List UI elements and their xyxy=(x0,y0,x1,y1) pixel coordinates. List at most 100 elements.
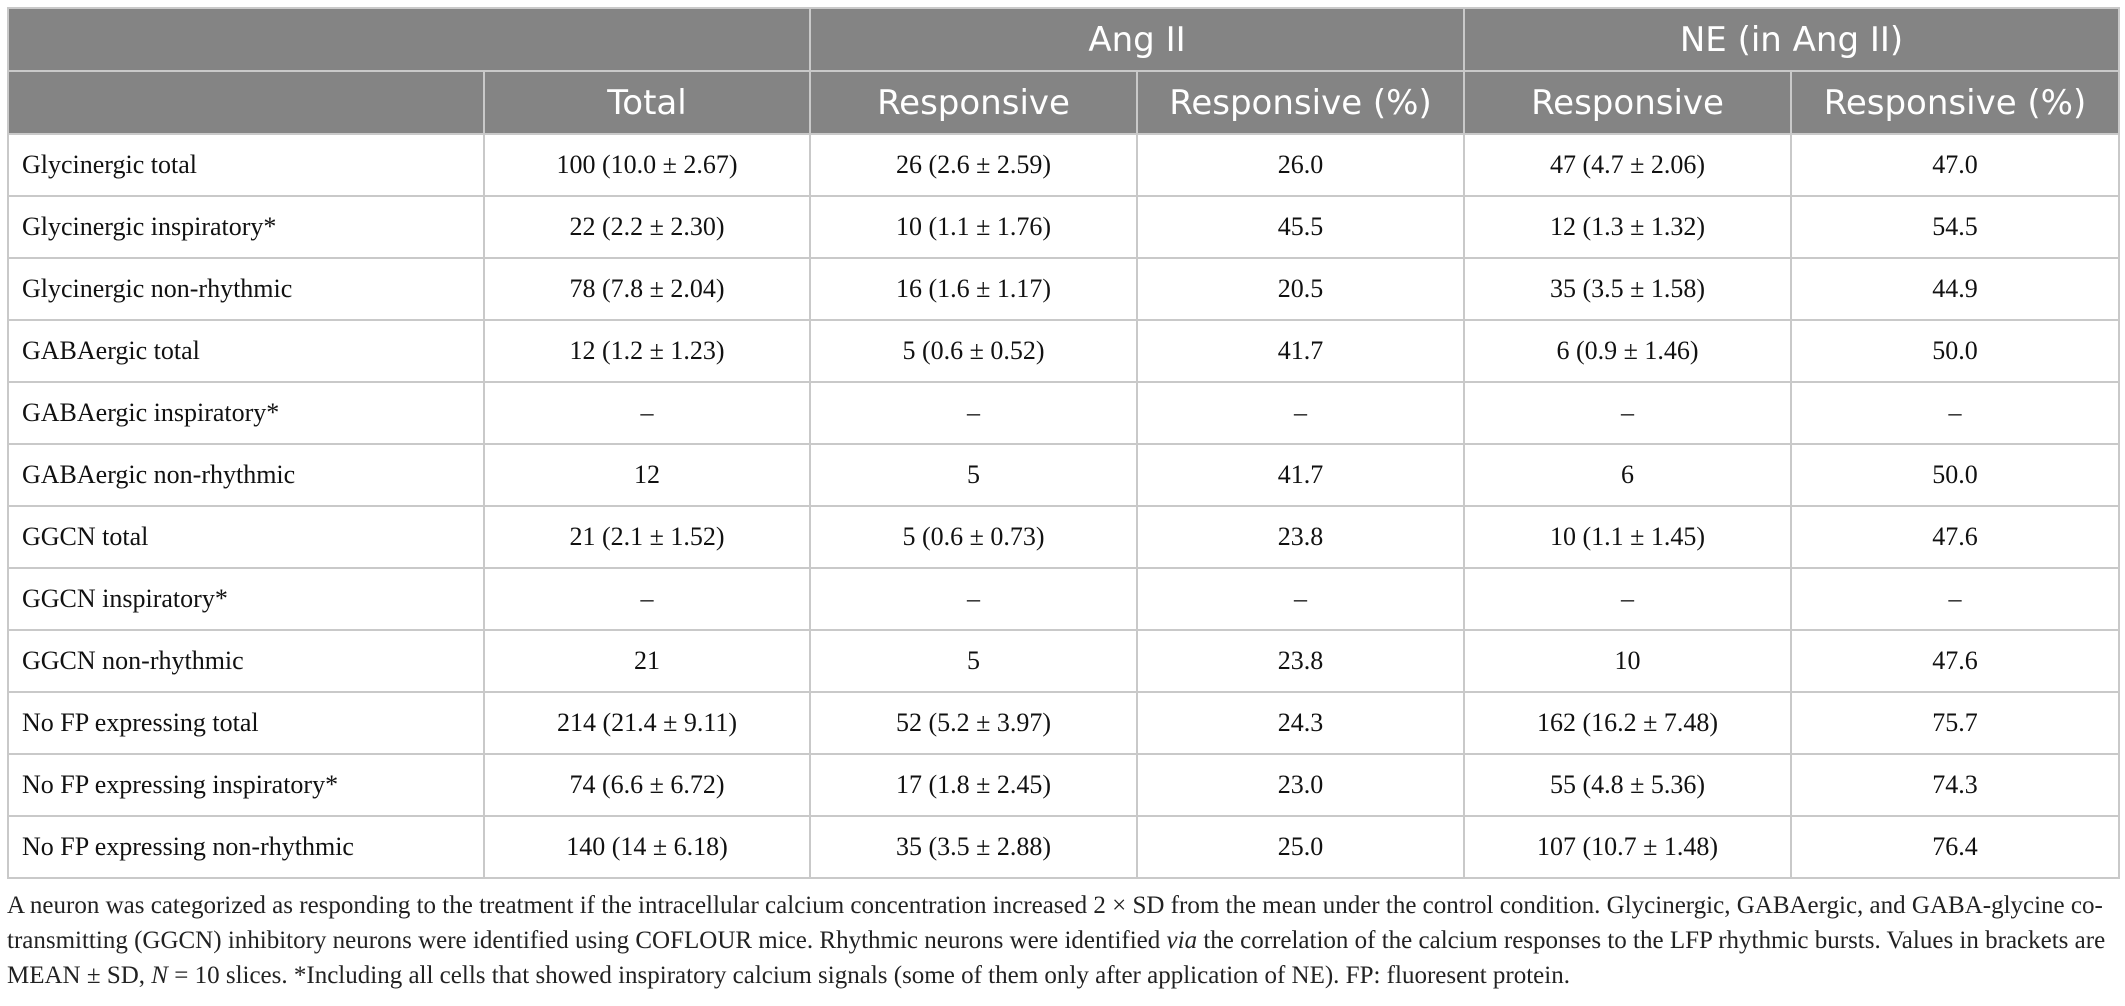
table-cell: 22 (2.2 ± 2.30) xyxy=(483,195,811,259)
table-cell: 24.3 xyxy=(1135,691,1466,755)
table-cell: 54.5 xyxy=(1790,195,2121,259)
group-header-row: Ang II NE (in Ang II) xyxy=(7,7,2121,72)
table-cell: 5 xyxy=(809,629,1138,693)
footnote-text: = 10 slices. *Including all cells that s… xyxy=(167,962,1570,989)
table-cell: – xyxy=(1463,381,1793,445)
group-header-ne: NE (in Ang II) xyxy=(1463,7,2121,72)
row-label: Glycinergic total xyxy=(7,133,485,197)
table-cell: 140 (14 ± 6.18) xyxy=(483,815,811,879)
table-cell: 10 (1.1 ± 1.76) xyxy=(809,195,1138,259)
row-label: No FP expressing non-rhythmic xyxy=(7,815,485,879)
table-cell: 74.3 xyxy=(1790,753,2121,817)
table-cell: 52 (5.2 ± 3.97) xyxy=(809,691,1138,755)
table-row: GABAergic total 12 (1.2 ± 1.23) 5 (0.6 ± 0… xyxy=(7,319,2121,383)
table-cell: 107 (10.7 ± 1.48) xyxy=(1463,815,1793,879)
table-cell: 16 (1.6 ± 1.17) xyxy=(809,257,1138,321)
column-header xyxy=(7,70,485,135)
table-footnote: A neuron was categorized as responding t… xyxy=(7,888,2118,993)
table-cell: 6 (0.9 ± 1.46) xyxy=(1463,319,1793,383)
table-row: No FP expressing non-rhythmic 140 (14 ± 6… xyxy=(7,815,2121,879)
footnote-text: the correlation of the calcium responses… xyxy=(7,927,2106,989)
table-cell: 10 xyxy=(1463,629,1793,693)
table-cell: 26.0 xyxy=(1135,133,1466,197)
table-cell: 21 (2.1 ± 1.52) xyxy=(483,505,811,569)
table-cell: 50.0 xyxy=(1790,443,2121,507)
table-row: Glycinergic non-rhythmic 78 (7.8 ± 2.04) 1… xyxy=(7,257,2121,321)
table-row: Glycinergic inspiratory* 22 (2.2 ± 2.30) 1… xyxy=(7,195,2121,259)
table-row: GGCN inspiratory* – – – – – xyxy=(7,567,2121,631)
table-cell: – xyxy=(1463,567,1793,631)
group-header-empty xyxy=(7,7,811,72)
table-cell: 74 (6.6 ± 6.72) xyxy=(483,753,811,817)
table-cell: 45.5 xyxy=(1135,195,1466,259)
row-label: GGCN non-rhythmic xyxy=(7,629,485,693)
column-header: Responsive xyxy=(809,70,1138,135)
table-container: Ang II NE (in Ang II) Total Responsive R… xyxy=(7,7,2121,879)
table-cell: 44.9 xyxy=(1790,257,2121,321)
table-cell: 5 (0.6 ± 0.73) xyxy=(809,505,1138,569)
table-cell: 100 (10.0 ± 2.67) xyxy=(483,133,811,197)
column-header-row: Total Responsive Responsive (%) Responsi… xyxy=(7,70,2121,135)
table-cell: 10 (1.1 ± 1.45) xyxy=(1463,505,1793,569)
table-cell: – xyxy=(483,381,811,445)
table-row: No FP expressing inspiratory* 74 (6.6 ± 6… xyxy=(7,753,2121,817)
row-label: GABAergic non-rhythmic xyxy=(7,443,485,507)
table-cell: – xyxy=(1135,567,1466,631)
table-cell: 5 xyxy=(809,443,1138,507)
column-header: Responsive xyxy=(1463,70,1793,135)
table-cell: 23.8 xyxy=(1135,505,1466,569)
table-cell: 20.5 xyxy=(1135,257,1466,321)
table-cell: 17 (1.8 ± 2.45) xyxy=(809,753,1138,817)
row-label: Glycinergic non-rhythmic xyxy=(7,257,485,321)
table-cell: 78 (7.8 ± 2.04) xyxy=(483,257,811,321)
table-cell: 23.0 xyxy=(1135,753,1466,817)
row-label: GABAergic inspiratory* xyxy=(7,381,485,445)
table-row: GGCN total 21 (2.1 ± 1.52) 5 (0.6 ± 0.73) 2… xyxy=(7,505,2121,569)
table-cell: 47.6 xyxy=(1790,505,2121,569)
table-cell: 76.4 xyxy=(1790,815,2121,879)
table-cell: 12 (1.2 ± 1.23) xyxy=(483,319,811,383)
footnote-text: A neuron was categorized as responding t… xyxy=(7,892,2103,954)
table-row: GGCN non-rhythmic 21 5 23.8 10 47.6 xyxy=(7,629,2121,693)
table-cell: 41.7 xyxy=(1135,443,1466,507)
table-cell: – xyxy=(809,381,1138,445)
row-label: No FP expressing total xyxy=(7,691,485,755)
column-header: Responsive (%) xyxy=(1135,70,1466,135)
table-cell: 55 (4.8 ± 5.36) xyxy=(1463,753,1793,817)
table-cell: 75.7 xyxy=(1790,691,2121,755)
table-cell: 12 (1.3 ± 1.32) xyxy=(1463,195,1793,259)
column-header: Responsive (%) xyxy=(1790,70,2121,135)
row-label: GGCN inspiratory* xyxy=(7,567,485,631)
footnote-via: via xyxy=(1166,927,1198,954)
row-label: GGCN total xyxy=(7,505,485,569)
table-cell: 41.7 xyxy=(1135,319,1466,383)
table-cell: 6 xyxy=(1463,443,1793,507)
table-cell: 50.0 xyxy=(1790,319,2121,383)
table-cell: 5 (0.6 ± 0.52) xyxy=(809,319,1138,383)
table-cell: 47 (4.7 ± 2.06) xyxy=(1463,133,1793,197)
table-cell: – xyxy=(1790,567,2121,631)
table-cell: 47.6 xyxy=(1790,629,2121,693)
table-cell: 47.0 xyxy=(1790,133,2121,197)
table-cell: 25.0 xyxy=(1135,815,1466,879)
table-cell: – xyxy=(1790,381,2121,445)
table-cell: 214 (21.4 ± 9.11) xyxy=(483,691,811,755)
column-header: Total xyxy=(483,70,811,135)
table-row: No FP expressing total 214 (21.4 ± 9.11) 5… xyxy=(7,691,2121,755)
table-cell: 21 xyxy=(483,629,811,693)
table-cell: – xyxy=(483,567,811,631)
table-cell: 12 xyxy=(483,443,811,507)
table-cell: – xyxy=(809,567,1138,631)
table-cell: 35 (3.5 ± 2.88) xyxy=(809,815,1138,879)
table-row: GABAergic inspiratory* – – – – – xyxy=(7,381,2121,445)
table-row: Glycinergic total 100 (10.0 ± 2.67) 26 (2.… xyxy=(7,133,2121,197)
table-cell: 23.8 xyxy=(1135,629,1466,693)
footnote-n-symbol: N xyxy=(151,962,168,989)
table-cell: 35 (3.5 ± 1.58) xyxy=(1463,257,1793,321)
table-row: GABAergic non-rhythmic 12 5 41.7 6 50.0 xyxy=(7,443,2121,507)
results-table: Ang II NE (in Ang II) Total Responsive R… xyxy=(7,7,2121,879)
table-cell: 26 (2.6 ± 2.59) xyxy=(809,133,1138,197)
row-label: GABAergic total xyxy=(7,319,485,383)
row-label: Glycinergic inspiratory* xyxy=(7,195,485,259)
row-label: No FP expressing inspiratory* xyxy=(7,753,485,817)
